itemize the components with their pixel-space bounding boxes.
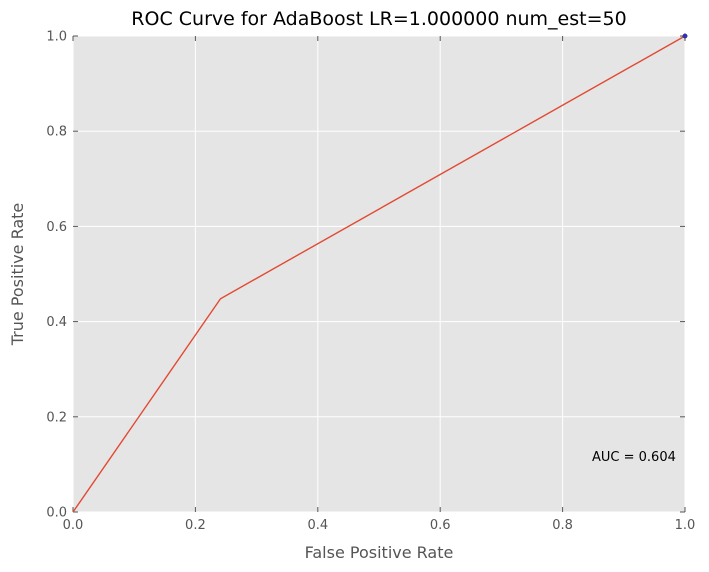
chart-title: ROC Curve for AdaBoost LR=1.000000 num_e… [131,8,626,30]
y-axis-label: True Positive Rate [8,203,27,347]
x-tick-label: 1.0 [675,518,696,533]
x-tick-label: 0.8 [552,518,573,533]
tick-labels: 0.0 0.2 0.4 0.6 0.8 1.0 0.0 0.2 0.4 0.6 0.8 1.0 [46,30,695,534]
auc-annotation: AUC = 0.604 [592,450,676,465]
roc-curve-line [72,35,686,513]
grid-lines [72,35,686,513]
y-tick-label: 0.8 [46,125,67,140]
axis-ticks [72,35,686,513]
series-layer [72,33,688,513]
x-tick-label: 0.0 [63,518,84,533]
x-axis-label: False Positive Rate [305,543,454,562]
x-tick-label: 0.6 [430,518,451,533]
y-tick-label: 0.0 [46,506,67,521]
y-tick-label: 0.2 [46,410,67,425]
y-tick-label: 0.6 [46,220,67,235]
y-tick-label: 0.4 [46,315,67,330]
x-tick-label: 0.2 [185,518,206,533]
plot-background [73,36,685,512]
x-tick-label: 0.4 [307,518,328,533]
threshold-marker [682,33,688,39]
y-tick-label: 1.0 [46,30,67,45]
